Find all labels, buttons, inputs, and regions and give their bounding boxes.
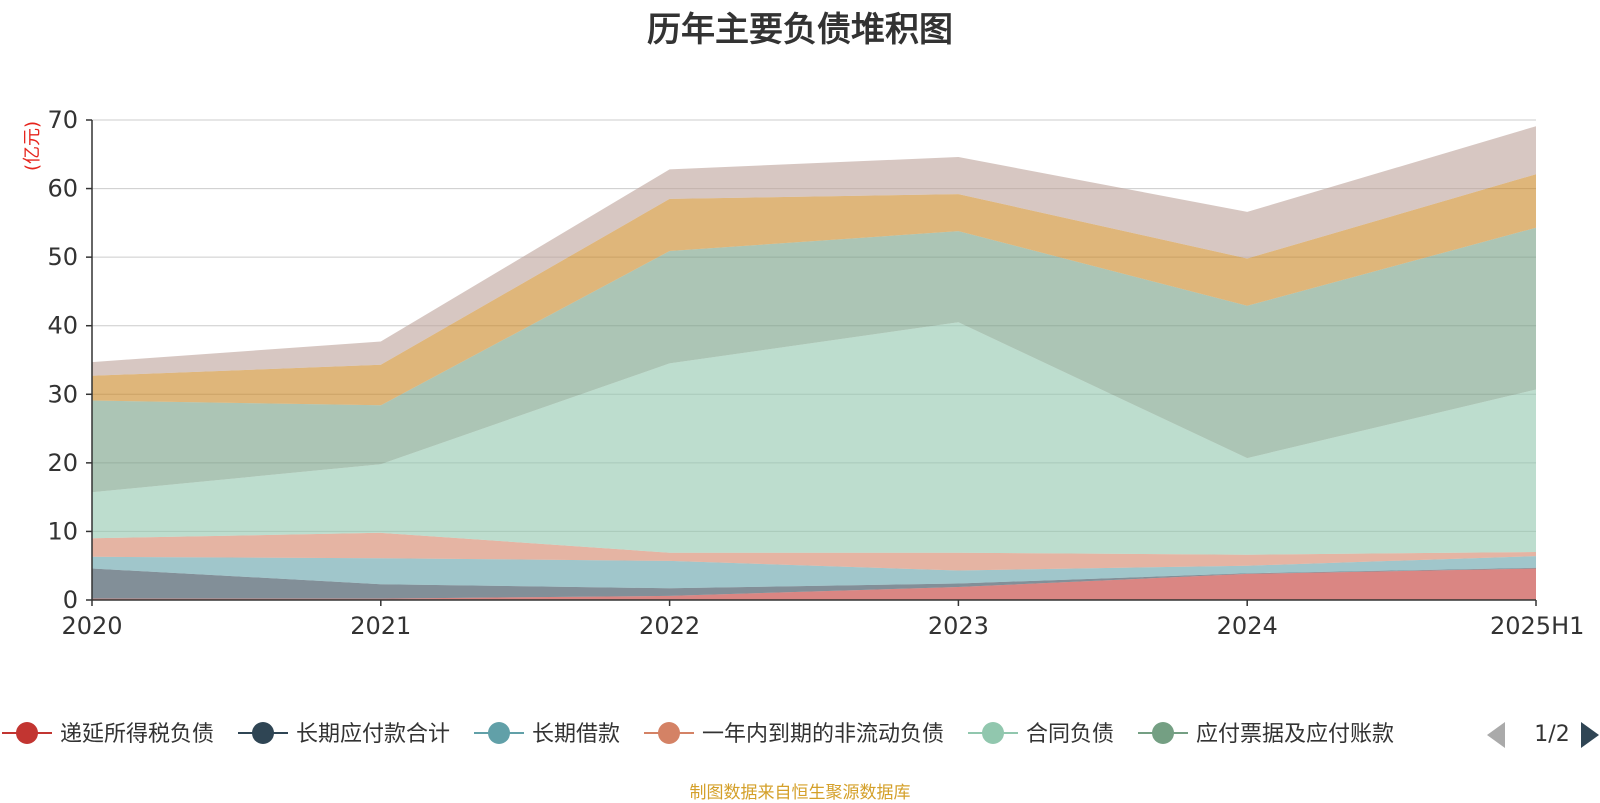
y-tick-label: 60 xyxy=(47,175,78,203)
y-tick-label: 40 xyxy=(47,312,78,340)
area-series-6 xyxy=(92,174,1536,406)
area-series-0 xyxy=(92,568,1536,600)
y-tick-label: 10 xyxy=(47,517,78,545)
legend-marker-0[interactable] xyxy=(16,722,38,744)
area-series-1 xyxy=(92,567,1536,599)
legend-item-5[interactable]: 应付票据及应付账款 xyxy=(1196,722,1394,747)
legend-item-1[interactable]: 长期应付款合计 xyxy=(296,722,450,747)
chart-title: 历年主要负债堆积图 xyxy=(647,10,953,50)
y-tick-label: 70 xyxy=(47,106,78,134)
triangle-left-icon[interactable] xyxy=(1487,722,1505,748)
legend-marker-4[interactable] xyxy=(982,722,1004,744)
x-tick-label: 2023 xyxy=(928,612,989,640)
legend-item-2[interactable]: 长期借款 xyxy=(532,722,620,747)
legend-marker-1[interactable] xyxy=(252,722,274,744)
area-series-4 xyxy=(92,322,1536,555)
area-series-3 xyxy=(92,532,1536,571)
legend-item-3[interactable]: 一年内到期的非流动负债 xyxy=(702,722,944,747)
area-series-2 xyxy=(92,556,1536,589)
x-tick-label: 2024 xyxy=(1217,612,1278,640)
x-tick-label: 2022 xyxy=(639,612,700,640)
legend-marker-3[interactable] xyxy=(658,722,680,744)
area-series-7 xyxy=(92,126,1536,376)
legend-page-indicator: 1/2 xyxy=(1534,722,1569,747)
legend-marker-2[interactable] xyxy=(488,722,510,744)
y-axis-unit-label: (亿元) xyxy=(22,121,43,171)
y-tick-label: 50 xyxy=(47,243,78,271)
x-tick-label: 2025H1 xyxy=(1490,612,1584,640)
x-tick-label: 2021 xyxy=(350,612,411,640)
area-series-5 xyxy=(92,227,1536,493)
triangle-right-icon[interactable] xyxy=(1581,722,1599,748)
y-tick-label: 0 xyxy=(63,586,78,614)
y-tick-label: 30 xyxy=(47,380,78,408)
legend-marker-5[interactable] xyxy=(1152,722,1174,744)
source-note: 制图数据来自恒生聚源数据库 xyxy=(689,783,911,803)
x-tick-label: 2020 xyxy=(61,612,122,640)
legend-item-0[interactable]: 递延所得税负债 xyxy=(60,722,214,747)
y-tick-label: 20 xyxy=(47,449,78,477)
legend-item-4[interactable]: 合同负债 xyxy=(1026,722,1114,747)
